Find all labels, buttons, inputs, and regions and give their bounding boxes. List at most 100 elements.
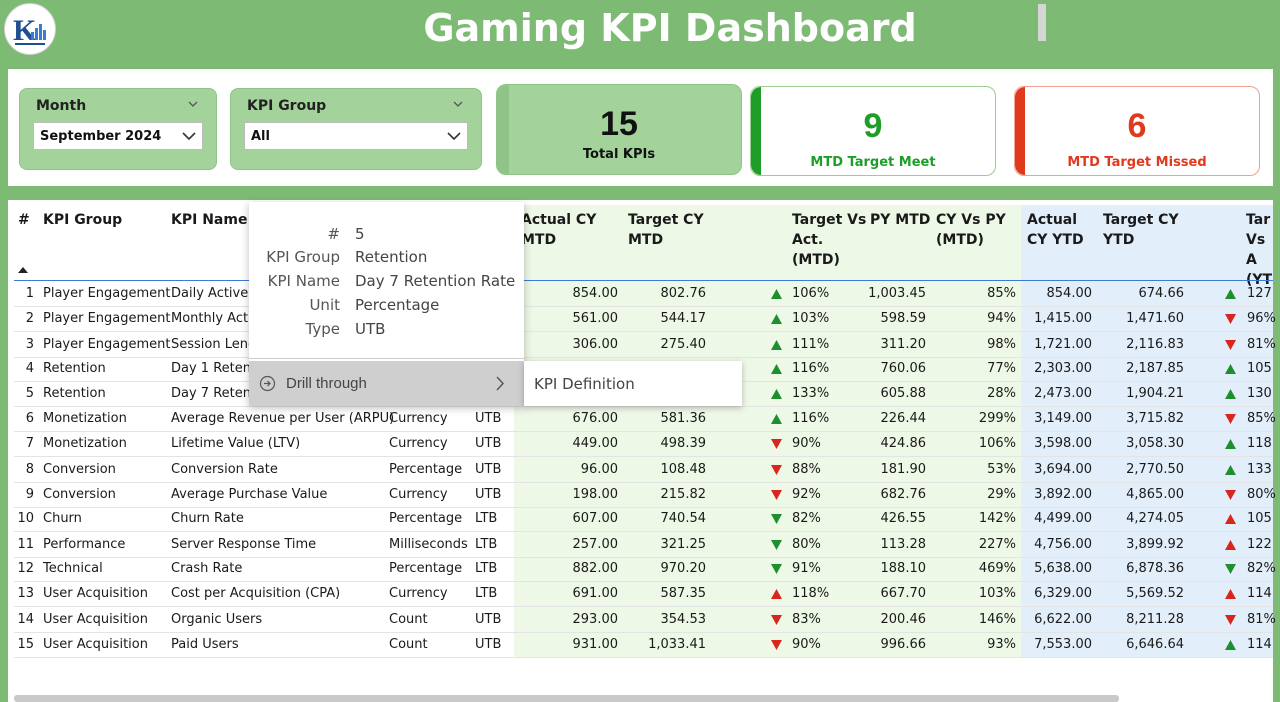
col-cy-vs-py-mtd[interactable]: CY Vs PY (MTD)	[936, 210, 1006, 250]
row-kpi-group: Conversion	[43, 462, 116, 477]
month-dropdown[interactable]: September 2024	[33, 122, 203, 150]
arrow-up-icon	[1225, 465, 1236, 475]
row-mtd-indicator	[771, 313, 782, 328]
arrow-up-icon	[1225, 364, 1236, 374]
table-row[interactable]: 15 User Acquisition Paid Users Count UTB 931.…	[14, 632, 1273, 657]
row-ytd-indicator	[1225, 288, 1236, 303]
kpi-group-slicer[interactable]: KPI Group All	[230, 88, 482, 170]
table-row[interactable]: 5 Retention Day 7 Retent 133% 605.88 28% 2,473…	[14, 381, 1273, 406]
month-value: September 2024	[40, 129, 162, 144]
row-cy-vs-py-mtd: 85%	[987, 286, 1016, 301]
table-row[interactable]: 11 Performance Server Response Time Millise…	[14, 532, 1273, 557]
row-actual-cy-ytd: 4,756.00	[1034, 537, 1092, 552]
table-row[interactable]: 1 Player Engagement Daily Active U 854.00 80…	[14, 281, 1273, 306]
horizontal-scrollbar[interactable]	[14, 695, 1119, 702]
table-row[interactable]: 13 User Acquisition Cost per Acquisition (…	[14, 581, 1273, 606]
table-row[interactable]: 12 Technical Crash Rate Percentage LTB 882.00…	[14, 556, 1275, 581]
arrow-up-icon	[771, 364, 782, 374]
table-row[interactable]: 2 Player Engagement Monthly Acti 561.00 544.…	[14, 306, 1276, 331]
row-unit: Milliseconds	[389, 537, 468, 552]
row-mtd-indicator	[771, 339, 782, 354]
row-type: LTB	[475, 586, 498, 601]
arrow-down-icon	[771, 439, 782, 449]
table-row[interactable]: 4 Retention Day 1 Retentio 116% 760.06 77% 2,3…	[14, 356, 1273, 381]
arrow-down-icon	[771, 615, 782, 625]
row-divider	[14, 406, 1273, 407]
row-num: 2	[25, 311, 34, 326]
table-row[interactable]: 8 Conversion Conversion Rate Percentage UTB 9…	[14, 457, 1273, 482]
arrow-down-icon	[771, 564, 782, 574]
col-num[interactable]: #	[18, 212, 30, 228]
col-py-mtd[interactable]: PY MTD	[870, 212, 931, 228]
arrow-down-icon	[1225, 490, 1236, 500]
row-target-cy-ytd: 674.66	[1138, 286, 1185, 301]
kpi-definition-label: KPI Definition	[534, 375, 635, 393]
chevron-down-icon[interactable]	[188, 99, 198, 109]
month-slicer[interactable]: Month September 2024	[19, 88, 217, 170]
row-mtd-indicator	[771, 588, 782, 603]
row-kpi-name: Monthly Acti	[171, 311, 252, 326]
row-target-cy-mtd: 581.36	[660, 411, 707, 426]
arrow-up-icon	[1225, 589, 1236, 599]
row-cy-vs-py-mtd: 103%	[978, 586, 1016, 601]
row-divider	[14, 456, 1273, 457]
col-target-cy-ytd[interactable]: Target CY YTD	[1103, 210, 1179, 250]
row-target-cy-mtd: 321.25	[660, 537, 707, 552]
col-kpi-name[interactable]: KPI Name	[171, 212, 248, 228]
row-unit: Count	[389, 612, 428, 627]
col-actual-cy-ytd[interactable]: Actual CY YTD	[1027, 210, 1084, 250]
row-target-vs-act-ytd: 133	[1247, 462, 1272, 477]
row-kpi-name: Daily Active U	[171, 286, 262, 301]
row-target-vs-act-mtd: 116%	[792, 361, 830, 376]
table-row[interactable]: 14 User Acquisition Organic Users Count UTB 2…	[14, 607, 1275, 632]
row-target-cy-ytd: 3,899.92	[1126, 537, 1184, 552]
table-row[interactable]: 3 Player Engagement Session Leng 306.00 275.…	[14, 332, 1276, 357]
col-target-cy-mtd[interactable]: Target CY MTD	[628, 210, 704, 250]
table-row[interactable]: 7 Monetization Lifetime Value (LTV) Currenc…	[14, 431, 1273, 456]
row-ytd-indicator	[1225, 363, 1236, 378]
col-actual-cy-mtd-l2: MTD	[521, 232, 557, 248]
row-type: UTB	[475, 436, 502, 451]
row-unit: Count	[389, 637, 428, 652]
col-kpi-group[interactable]: KPI Group	[43, 212, 123, 228]
arrow-up-icon	[1225, 640, 1236, 650]
row-kpi-name: Server Response Time	[171, 537, 317, 552]
row-target-vs-act-ytd: 105	[1247, 361, 1272, 376]
row-target-vs-act-ytd: 105	[1247, 511, 1272, 526]
row-target-cy-ytd: 5,569.52	[1126, 586, 1184, 601]
table-row[interactable]: 6 Monetization Average Revenue per User (A…	[14, 406, 1276, 431]
chevron-down-icon[interactable]	[453, 99, 463, 109]
row-kpi-group: Player Engagement	[43, 337, 171, 352]
row-actual-cy-mtd: 198.00	[572, 487, 619, 502]
col-target-vs-act-mtd[interactable]: Target Vs Act. (MTD)	[792, 210, 866, 270]
row-kpi-group: Player Engagement	[43, 311, 171, 326]
table-row[interactable]: 9 Conversion Average Purchase Value Currenc…	[14, 482, 1276, 507]
tooltip-key-num: #	[327, 225, 340, 243]
row-target-cy-mtd: 498.39	[660, 436, 707, 451]
row-py-mtd: 200.46	[880, 612, 927, 627]
col-actual-cy-mtd[interactable]: Actual CY MTD	[521, 210, 596, 250]
tooltip-key-type: Type	[305, 320, 340, 338]
drill-through-menu-item[interactable]: Drill through	[249, 361, 524, 406]
chevron-right-icon	[496, 376, 504, 391]
month-slicer-label: Month	[36, 98, 87, 114]
sort-ascending-icon[interactable]	[18, 267, 28, 273]
row-py-mtd: 426.55	[880, 511, 927, 526]
row-cy-vs-py-mtd: 299%	[978, 411, 1016, 426]
row-cy-vs-py-mtd: 93%	[987, 637, 1016, 652]
col-target-vs-act-ytd[interactable]: Tar Vs A (YT	[1246, 210, 1280, 290]
table-row[interactable]: 10 Churn Churn Rate Percentage LTB 607.00 740.…	[14, 506, 1273, 531]
row-actual-cy-ytd: 7,553.00	[1034, 637, 1092, 652]
kpi-definition-menu-item[interactable]: KPI Definition	[524, 361, 742, 406]
row-ytd-indicator	[1225, 588, 1236, 603]
row-actual-cy-ytd: 2,473.00	[1034, 386, 1092, 401]
row-unit: Percentage	[389, 561, 463, 576]
row-num: 8	[25, 462, 34, 477]
row-target-cy-mtd: 215.82	[660, 487, 707, 502]
row-mtd-indicator	[771, 438, 782, 453]
kpi-group-dropdown[interactable]: All	[244, 122, 468, 150]
row-target-vs-act-mtd: 91%	[792, 561, 821, 576]
row-kpi-name: Churn Rate	[171, 511, 244, 526]
row-kpi-name: Lifetime Value (LTV)	[171, 436, 301, 451]
row-unit: Currency	[389, 586, 448, 601]
